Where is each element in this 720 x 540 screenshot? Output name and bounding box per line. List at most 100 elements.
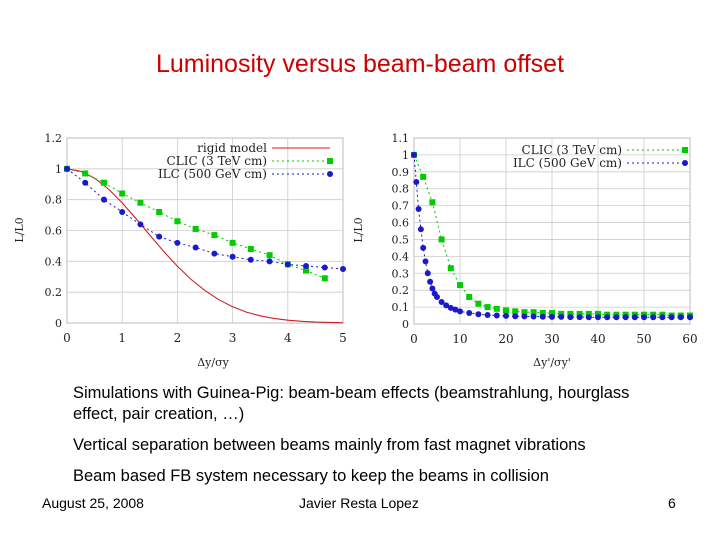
left-chart-series-2-point [156,233,163,240]
left-chart-y-tick-label: 1.2 [45,132,63,145]
right-chart-y-tick-label: 0.7 [392,200,410,213]
right-chart-series-1-point [567,314,574,321]
left-chart-x-tick-label: 4 [284,331,292,345]
right-chart-series-1-point [687,314,693,321]
left-chart-series-2-point [211,250,218,257]
right-chart-series-1-point [420,244,427,251]
left-chart-series-2-point [192,244,199,251]
right-chart-series-1-point [539,313,546,320]
right-chart-series-1-point [558,313,565,320]
right-chart-series-1-point [413,178,420,185]
left-chart-series-1-point [156,209,163,215]
right-chart-series-1-point [422,258,429,265]
left-chart-series-line-1 [66,168,325,279]
footer-page-number: 6 [668,495,676,511]
right-chart-y-tick-label: 0 [402,318,409,331]
right-chart-series-0-point [558,310,565,317]
right-chart-series-0-point [585,310,592,317]
right-chart-series-1-point [434,293,440,300]
right-chart-series-0-point [475,300,482,307]
left-chart-series-1-point [119,190,126,197]
left-chart-series-2-point [247,256,254,263]
right-chart-series-1-point [447,304,454,311]
right-chart-y-tick-label: 1.1 [392,132,410,145]
right-chart-series-1-point [427,278,434,285]
right-chart-x-tick-label: 20 [498,332,513,346]
left-chart-series-2-point [82,179,89,186]
right-chart-series-0-point [420,173,427,180]
right-chart-series-1-point [650,314,657,321]
left-chart-legend-marker-1 [327,158,333,164]
right-chart-series-1-point [549,313,555,320]
right-chart-legend-label-1: ILC (500 GeV cm) [513,156,622,170]
right-chart-y-tick-label: 0.6 [392,217,410,230]
right-chart-series-0-point [521,309,528,316]
right-chart-series-0-point [512,308,519,315]
left-chart-series-2-point [340,266,346,273]
left-chart-series-1-point [174,218,181,225]
right-chart-series-1-point [641,314,647,321]
right-chart-x-tick-label: 10 [452,332,467,346]
left-chart-legend-label-0: rigid model [197,141,267,155]
right-chart-series-0-point [530,309,537,316]
left-chart-series-2-point [174,239,181,246]
left-chart-x-tick-label: 3 [229,331,237,345]
right-chart-x-tick-label: 30 [544,332,559,346]
left-chart-y-tick-label: 0.4 [45,255,63,268]
left-chart-series-1-point [137,199,144,206]
right-chart-series-1-point [530,313,537,320]
left-chart-x-axis-label: Δy/σy [197,356,229,369]
right-chart-series-1-point [457,308,463,315]
right-chart-series-1-point [622,314,629,321]
left-chart-y-tick-label: 0.8 [45,194,63,207]
bullet-beam-based-fb: Beam based FB system necessary to keep t… [73,467,549,485]
left-chart-legend-marker-2 [327,171,333,177]
right-chart-x-tick-label: 60 [682,332,697,346]
right-chart-series-1-point [613,314,620,321]
left-chart-series-1-point [100,179,107,186]
left-chart: 0 0.2 0.4 0.6 0.8 1 1.2 0 1 2 3 4 5 L/L0 Δy/σy rigid mo… [13,132,347,369]
footer-date: August 25, 2008 [42,495,144,511]
right-chart-series-0-point [438,236,445,243]
right-chart-series-1-point [452,306,459,313]
right-chart-series-1-point [668,314,675,321]
left-chart-series-2-point [137,221,144,228]
left-chart-series-1-point [229,239,236,246]
right-chart-series-0-point [595,310,601,317]
right-chart-y-tick-label: 0.1 [392,301,410,314]
left-chart-series-1-point [303,267,310,274]
right-chart-series-1-point [417,226,424,233]
left-chart-series-1-point [321,275,328,282]
left-chart-series-1-point [247,246,254,252]
right-chart-legend-marker-1 [682,160,688,166]
right-chart-series-1-point [585,314,592,321]
left-chart-series-2-point [100,196,107,203]
bullet-vertical-separation: Vertical separation between beams mainly… [73,436,586,454]
left-chart-y-tick-label: 1 [55,163,62,176]
right-chart-series-1-point [424,270,431,277]
right-chart-series-1-point [503,312,509,319]
right-chart-series-1-point [466,310,473,317]
left-chart-y-tick-label: 0.6 [45,225,63,238]
left-chart-series-1-point [266,252,273,259]
left-chart-series-2-point [229,253,236,260]
left-chart-series-2-point [64,165,70,172]
bullet-simulations: Simulations with Guinea-Pig: beam-beam e… [73,384,630,423]
right-chart-series-0-point [549,310,555,317]
right-chart-series-1-point [512,313,519,320]
right-chart-y-tick-label: 0.9 [392,166,410,179]
right-chart-x-tick-label: 40 [590,332,605,346]
left-chart-y-tick-label: 0 [55,317,62,330]
left-chart-series-2-point [321,264,328,271]
slide-title: Luminosity versus beam-beam offset [155,50,565,78]
right-chart-series-1-point [411,151,417,158]
right-chart-series-1-point [595,314,601,321]
left-chart-series-2-point [284,261,291,268]
right-chart-legend-marker-0 [682,147,688,153]
left-chart-series-2-point [266,258,273,265]
right-chart-series-1-point [443,302,450,309]
right-chart-legend-label-0: CLIC (3 TeV cm) [522,143,622,157]
right-chart-series-1-point [677,314,684,321]
right-chart-series-0-point [429,199,436,206]
left-chart-y-axis-label: L/L0 [13,217,26,242]
